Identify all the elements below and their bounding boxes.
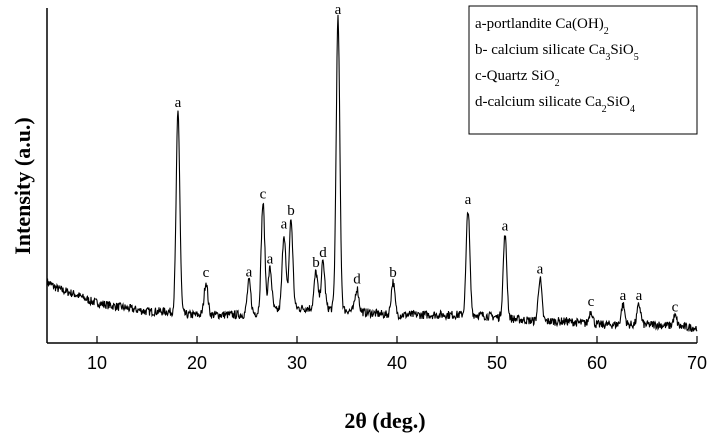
peak-label: c	[588, 294, 595, 310]
x-tick-label: 40	[387, 353, 407, 373]
x-tick-label: 60	[587, 353, 607, 373]
peak-label: b	[389, 265, 397, 281]
legend-entry: d-calcium silicate Ca2SiO4	[475, 94, 635, 115]
legend-entry: a-portlandite Ca(OH)2	[475, 16, 609, 37]
y-axis-title: Intensity (a.u.)	[10, 117, 35, 255]
x-tick-label: 30	[287, 353, 307, 373]
legend-entry: b- calcium silicate Ca3SiO5	[475, 42, 639, 63]
peak-label: c	[203, 265, 210, 281]
x-tick-label: 20	[187, 353, 207, 373]
peak-label: a	[465, 192, 472, 208]
peak-label: c	[260, 186, 267, 202]
x-tick-label: 10	[87, 353, 107, 373]
legend: a-portlandite Ca(OH)2 b- calcium silicate…	[468, 5, 698, 135]
legend-entry: c-Quartz SiO2	[475, 68, 560, 89]
peak-label: a	[281, 217, 288, 233]
xrd-pattern-line	[46, 14, 698, 332]
x-axis-ticks: 10 20 30 40 50 60 70	[87, 336, 707, 373]
x-tick-label: 70	[687, 353, 707, 373]
axes	[46, 8, 697, 344]
peak-label: b	[312, 255, 320, 271]
peak-label: a	[636, 288, 643, 304]
peak-label: b	[287, 203, 295, 219]
peak-label: c	[672, 299, 679, 315]
xrd-trace	[46, 14, 698, 332]
legend-box	[468, 5, 698, 135]
peak-label: a	[537, 262, 544, 278]
x-tick-label: 50	[487, 353, 507, 373]
peak-label: d	[319, 245, 327, 261]
x-axis-title: 2θ (deg.)	[344, 408, 425, 433]
peak-label: a	[620, 288, 627, 304]
peak-label: a	[335, 2, 342, 18]
peak-label: a	[267, 251, 274, 267]
peak-label: a	[502, 218, 509, 234]
peak-label: d	[353, 271, 361, 287]
peak-label: a	[246, 264, 253, 280]
peak-label: a	[175, 95, 182, 111]
